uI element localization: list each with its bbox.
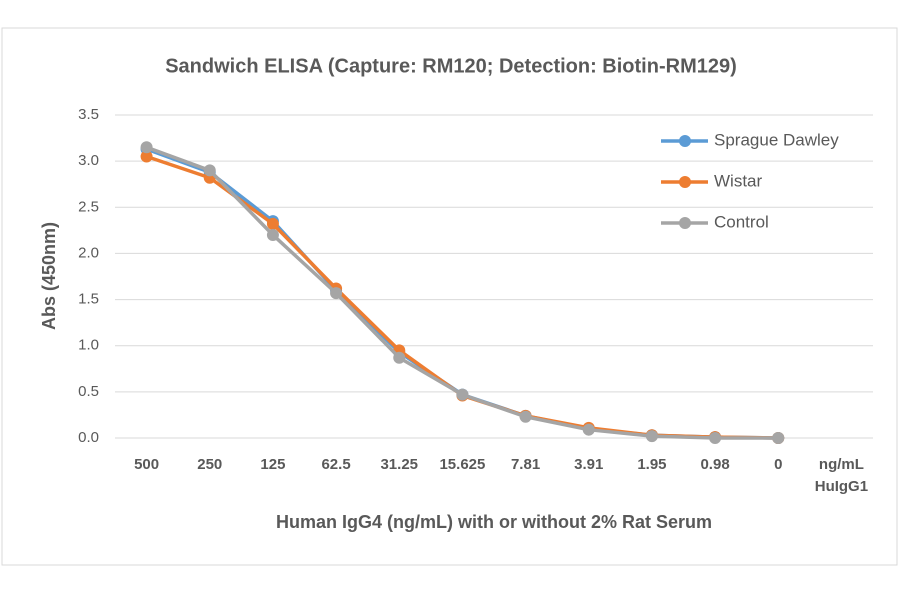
data-point xyxy=(645,430,658,443)
x-tick-label: 7.81 xyxy=(511,456,540,473)
data-point xyxy=(519,410,532,423)
data-point xyxy=(582,423,595,436)
y-tick-label: 0.5 xyxy=(78,383,99,400)
y-tick-label: 2.5 xyxy=(78,198,99,215)
data-point xyxy=(203,164,216,177)
data-point xyxy=(266,228,279,241)
legend-label: Sprague Dawley xyxy=(714,130,839,149)
x-tick-label: 0 xyxy=(774,456,782,473)
chart-frame xyxy=(1,27,898,566)
data-point xyxy=(330,287,343,300)
x-axis-title: Human IgG4 (ng/mL) with or without 2% Ra… xyxy=(276,512,712,532)
y-tick-label: 1.0 xyxy=(78,337,99,354)
y-tick-label: 3.0 xyxy=(78,152,99,169)
data-point xyxy=(772,432,785,444)
x-tick-label: 15.625 xyxy=(439,456,485,473)
y-tick-label: 3.5 xyxy=(78,106,99,123)
legend-marker xyxy=(679,217,691,229)
x-tick-label: 250 xyxy=(197,456,222,473)
x-tick-label: 3.91 xyxy=(574,456,603,473)
legend-label: Wistar xyxy=(714,171,763,190)
x-tick-label: 125 xyxy=(260,456,285,473)
legend-label: Control xyxy=(714,212,769,231)
data-point xyxy=(140,150,153,163)
data-point xyxy=(393,351,406,364)
y-tick-label: 1.5 xyxy=(78,291,99,308)
x-tick-label: 0.98 xyxy=(700,456,729,473)
data-point xyxy=(456,388,469,401)
data-point xyxy=(140,141,153,154)
x-tick-label: 1.95 xyxy=(637,456,666,473)
data-point xyxy=(709,432,722,444)
chart-title: Sandwich ELISA (Capture: RM120; Detectio… xyxy=(165,55,737,77)
x-tick-label: 500 xyxy=(134,456,159,473)
x-unit-note: ng/mL xyxy=(819,456,864,473)
y-axis-title: Abs (450nm) xyxy=(39,222,59,330)
data-point xyxy=(266,217,279,230)
x-unit-note: HuIgG1 xyxy=(815,478,868,495)
legend-marker xyxy=(679,176,691,188)
x-tick-label: 62.5 xyxy=(321,456,350,473)
y-tick-label: 2.0 xyxy=(78,244,99,261)
x-tick-label: 31.25 xyxy=(380,456,418,473)
y-tick-label: 0.0 xyxy=(78,429,99,446)
legend-marker xyxy=(679,135,691,147)
